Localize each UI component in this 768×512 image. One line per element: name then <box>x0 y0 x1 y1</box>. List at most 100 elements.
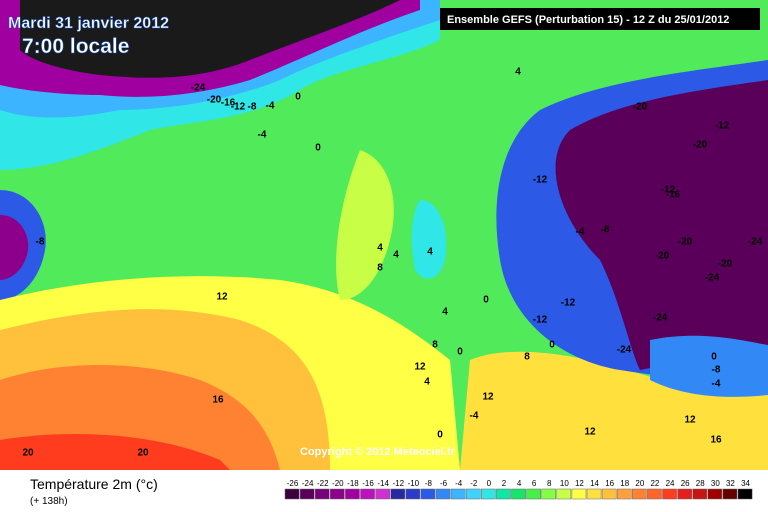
legend-title: Température 2m (°c) <box>30 476 158 492</box>
contour-label: 20 <box>22 448 34 459</box>
legend-label: 10 <box>560 479 569 488</box>
contour-label: -12 <box>533 175 548 186</box>
contour-label: -12 <box>715 121 730 132</box>
legend-label: 12 <box>575 479 584 488</box>
contour-label: -4 <box>258 130 267 141</box>
legend-swatch <box>465 488 481 500</box>
contour-label: -16 <box>666 190 681 201</box>
legend-label: -6 <box>440 479 448 488</box>
contour-label: 12 <box>414 362 426 373</box>
legend-swatch <box>601 488 617 500</box>
legend-label: 18 <box>620 479 629 488</box>
model-box <box>440 8 760 30</box>
legend-label: 6 <box>532 479 537 488</box>
legend-swatch <box>737 488 753 500</box>
contour-label: -20 <box>633 102 648 113</box>
date: Mardi 31 janvier 2012 <box>8 15 169 32</box>
field-cold <box>555 80 768 370</box>
contour-label: -4 <box>712 379 721 390</box>
contour-label: -24 <box>705 273 720 284</box>
contour-label: 4 <box>515 67 521 78</box>
contour-label: 8 <box>432 340 438 351</box>
contour-label: 0 <box>711 352 717 363</box>
legend-swatch <box>450 488 466 500</box>
contour-label: -24 <box>617 345 632 356</box>
contour-label: -24 <box>748 237 763 248</box>
legend-label: 26 <box>681 479 690 488</box>
contour-label: -24 <box>653 313 668 324</box>
legend-swatch <box>692 488 708 500</box>
field-cold <box>650 335 768 397</box>
legend-swatch <box>330 488 345 500</box>
legend-subtitle: (+ 138h) <box>30 496 68 507</box>
contour-label: 0 <box>295 92 301 103</box>
legend-label: -16 <box>362 479 374 488</box>
legend-swatch <box>435 488 451 500</box>
legend-label: 34 <box>741 479 750 488</box>
contour-label: 4 <box>393 250 399 261</box>
legend-swatch <box>299 488 315 500</box>
legend-swatch <box>284 488 300 500</box>
legend-swatch <box>420 488 436 500</box>
legend-swatch <box>481 488 496 500</box>
legend-label: 2 <box>502 479 507 488</box>
model-info: Ensemble GEFS (Perturbation 15) - 12 Z d… <box>447 14 729 26</box>
field-warm <box>336 150 394 300</box>
legend-label: 16 <box>605 479 614 488</box>
legend-label: -2 <box>470 479 478 488</box>
legend-label: -12 <box>392 479 404 488</box>
legend-swatch <box>571 488 587 500</box>
legend-label: 0 <box>487 479 492 488</box>
contour-label: -4 <box>470 411 479 422</box>
contour-label: 16 <box>710 435 722 446</box>
legend-swatch <box>541 488 557 500</box>
legend-swatch <box>390 488 406 500</box>
copyright: Copyright © 2012 Meteociel.fr <box>300 446 456 458</box>
field-cold <box>411 200 447 279</box>
legend-swatch <box>360 488 375 500</box>
legend-label: 20 <box>635 479 644 488</box>
legend-swatch <box>707 488 723 500</box>
legend-label: -26 <box>287 479 299 488</box>
legend-label: -8 <box>425 479 433 488</box>
legend-label: -22 <box>317 479 329 488</box>
contour-label: 4 <box>377 243 383 254</box>
contour-label: -20 <box>207 95 222 106</box>
contour-label: -20 <box>678 237 693 248</box>
contour-label: 8 <box>524 352 530 363</box>
contour-label: -8 <box>712 365 721 376</box>
legend-swatch <box>375 488 390 500</box>
field-warm <box>0 434 230 470</box>
legend-label: -20 <box>332 479 344 488</box>
legend-swatch <box>632 488 647 500</box>
contour-label: 16 <box>212 395 224 406</box>
contour-label: -20 <box>655 251 670 262</box>
legend-label: 30 <box>711 479 720 488</box>
contour-label: 8 <box>377 263 383 274</box>
contour-label: -12 <box>231 102 246 113</box>
legend-label: -10 <box>408 479 420 488</box>
contour-label: -12 <box>561 298 576 309</box>
legend-swatch <box>662 488 677 500</box>
contour-label: -20 <box>718 259 733 270</box>
contour-label: 0 <box>315 143 321 154</box>
legend-label: 14 <box>590 479 599 488</box>
contour-label: 4 <box>442 307 448 318</box>
contour-label: -12 <box>661 185 676 196</box>
legend-label: 8 <box>547 479 552 488</box>
field-warm <box>460 351 768 470</box>
contour-label: -12 <box>533 315 548 326</box>
legend-swatch <box>345 488 360 500</box>
contour-label: 0 <box>457 347 463 358</box>
time: 7:00 locale <box>22 35 129 58</box>
contour-label: -8 <box>248 102 257 113</box>
field-cold <box>0 215 29 280</box>
contour-label: 12 <box>684 415 696 426</box>
contour-label: -4 <box>576 227 585 238</box>
legend-swatch <box>616 488 632 500</box>
legend-swatch <box>677 488 692 500</box>
contour-label: 4 <box>427 247 433 258</box>
legend-label: 28 <box>696 479 705 488</box>
contour-label: -4 <box>266 101 275 112</box>
